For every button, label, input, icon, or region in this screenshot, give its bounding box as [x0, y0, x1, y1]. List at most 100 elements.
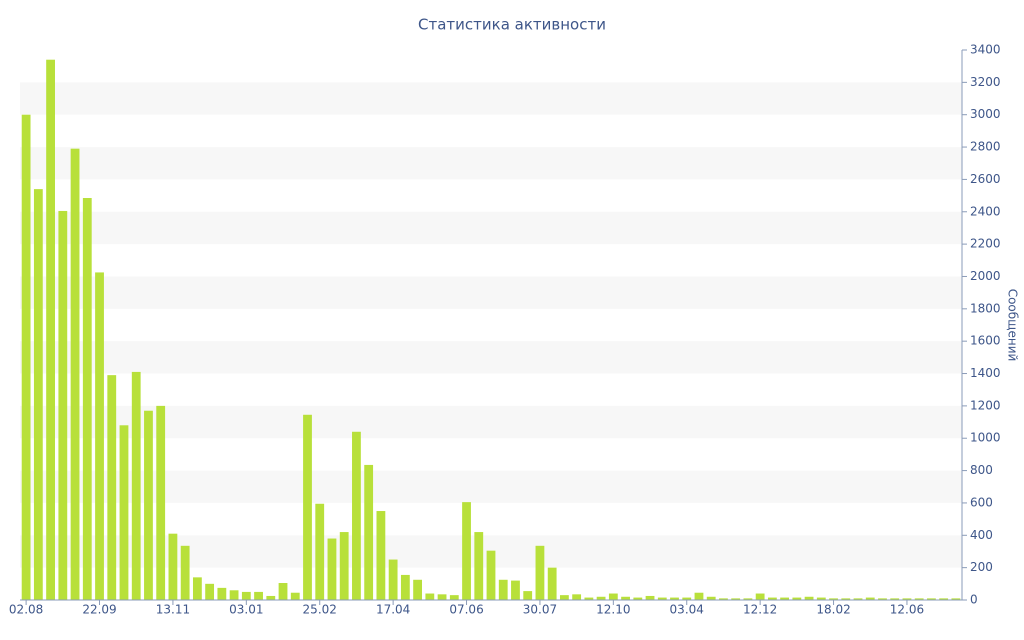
bar — [131, 371, 141, 600]
bar — [58, 210, 68, 601]
x-tick-label: 03.04 — [670, 603, 704, 617]
bar — [731, 598, 741, 600]
bar — [217, 587, 227, 600]
bar — [706, 596, 716, 600]
bar — [192, 577, 202, 600]
bar — [241, 591, 251, 600]
bar — [670, 597, 679, 600]
chart-title: Статистика активности — [418, 16, 606, 34]
y-tick-label: 400 — [970, 528, 993, 542]
bar — [535, 545, 545, 600]
bar — [890, 598, 900, 600]
bar — [498, 579, 508, 600]
bar — [168, 533, 178, 600]
bar — [474, 532, 484, 600]
bar — [376, 511, 386, 600]
x-tick-label: 30.07 — [523, 603, 557, 617]
bar — [780, 597, 790, 600]
bar — [144, 410, 153, 600]
bar — [46, 59, 55, 601]
bar — [767, 597, 777, 600]
x-tick-label: 12.12 — [743, 603, 777, 617]
y-tick-label: 3000 — [970, 107, 1001, 121]
x-tick-label: 12.06 — [890, 603, 924, 617]
bar — [816, 597, 826, 600]
bar — [645, 595, 655, 600]
bar — [95, 272, 104, 600]
bar — [584, 597, 594, 600]
y-tick-label: 2200 — [970, 237, 1001, 251]
bar — [841, 598, 851, 600]
bar — [547, 567, 557, 600]
bar — [755, 593, 765, 600]
bar — [608, 593, 618, 600]
bar — [70, 148, 80, 601]
bar — [939, 598, 949, 600]
bar — [743, 598, 753, 600]
bar — [413, 579, 423, 600]
y-tick-label: 600 — [970, 495, 993, 509]
bar — [829, 598, 838, 600]
bar — [719, 598, 728, 600]
bar — [865, 597, 875, 600]
y-tick-label: 1200 — [970, 398, 1001, 412]
y-tick-label: 1000 — [970, 431, 1001, 445]
grid-band — [20, 405, 962, 439]
bar — [425, 593, 435, 600]
x-tick-label: 02.08 — [9, 603, 43, 617]
bar — [486, 550, 496, 600]
grid-band — [20, 470, 962, 503]
bar — [205, 583, 215, 600]
bar — [951, 598, 961, 600]
y-tick-label: 3200 — [970, 75, 1001, 89]
bar — [278, 583, 288, 600]
bar — [633, 597, 643, 600]
y-axis-label: Сообщений — [1006, 289, 1020, 362]
bar — [388, 559, 398, 600]
bar — [315, 503, 325, 600]
bar — [180, 545, 190, 600]
bar — [327, 538, 337, 600]
bar — [511, 580, 520, 600]
bar — [927, 598, 936, 600]
bar — [119, 425, 129, 600]
bar — [107, 375, 117, 600]
bar — [523, 591, 533, 600]
bar — [682, 597, 692, 600]
bar — [339, 532, 349, 600]
bar — [229, 590, 239, 600]
x-tick-label: 03.01 — [229, 603, 263, 617]
y-tick-label: 2400 — [970, 204, 1001, 218]
bar — [156, 405, 166, 600]
y-tick-label: 2800 — [970, 140, 1001, 154]
bar — [266, 595, 276, 600]
bar — [21, 114, 31, 601]
grid-band — [20, 211, 962, 245]
bar — [853, 598, 863, 600]
bar — [254, 591, 263, 600]
grid-band — [20, 341, 962, 374]
y-tick-label: 800 — [970, 463, 993, 477]
x-tick-label: 12.10 — [596, 603, 630, 617]
x-tick-label: 25.02 — [303, 603, 337, 617]
y-tick-label: 2000 — [970, 269, 1001, 283]
x-tick-label: 13.11 — [156, 603, 190, 617]
bar — [400, 574, 410, 600]
bar — [290, 592, 300, 600]
bar — [902, 598, 912, 600]
y-tick-label: 0 — [970, 593, 978, 607]
y-tick-label: 1600 — [970, 334, 1001, 348]
x-tick-label: 07.06 — [449, 603, 483, 617]
bar — [596, 596, 606, 600]
bar — [303, 414, 312, 600]
grid-band — [20, 147, 962, 180]
bar — [352, 431, 361, 600]
bar — [914, 598, 924, 600]
y-tick-label: 200 — [970, 560, 993, 574]
bar — [621, 596, 630, 600]
x-tick-label: 22.09 — [82, 603, 116, 617]
bar — [364, 464, 374, 600]
grid-band — [20, 276, 962, 309]
bar — [437, 594, 447, 600]
